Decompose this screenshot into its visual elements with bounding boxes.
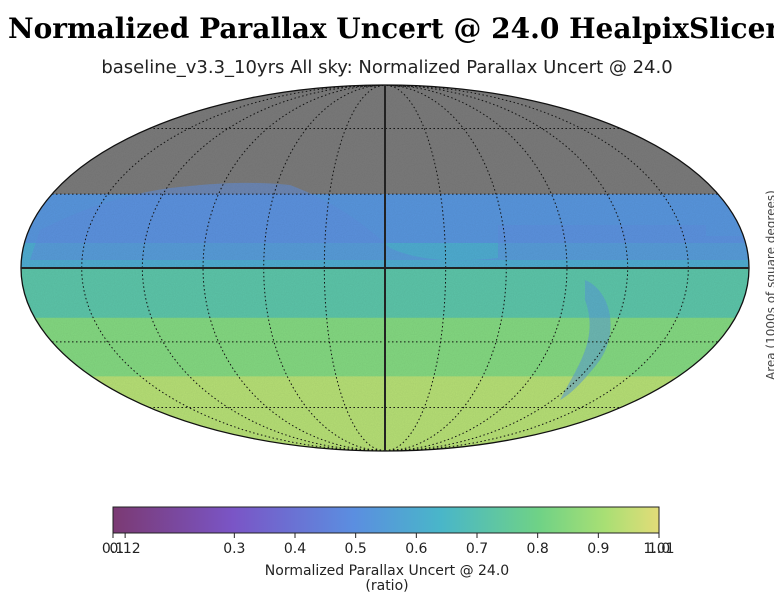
colorbar-tick-label: 0.1 <box>102 541 124 557</box>
plot-title: baseline_v3.3_10yrs All sky: Normalized … <box>101 57 673 78</box>
colorbar-ticks: 0.10.12 0.3 0.4 0.5 0.6 0.7 0.8 0.9 1.01.01 <box>102 533 675 557</box>
page-title: Normalized Parallax Uncert @ 24.0 Healpi… <box>8 12 774 45</box>
meridian-line <box>384 85 629 451</box>
meridian-line <box>141 85 386 451</box>
colorbar-tick-label: 1.0 <box>648 541 670 557</box>
colorbar-tick-label: 0.8 <box>527 541 549 557</box>
colorbar-unit: (ratio) <box>365 578 409 594</box>
colorbar-tick-label: 0.9 <box>587 541 609 557</box>
meridian-line <box>384 85 568 451</box>
colorbar-tick-label: 0.6 <box>405 541 427 557</box>
colorbar <box>112 506 660 534</box>
meridian-line <box>81 85 386 451</box>
colorbar-tick-label: 0.12 <box>110 541 141 557</box>
meridian-line <box>384 85 447 451</box>
side-axis-label: Area (1000s of square degrees) <box>764 190 774 380</box>
meridian-line <box>384 85 689 451</box>
colorbar-label: Normalized Parallax Uncert @ 24.0 <box>264 563 510 579</box>
colorbar-tick-label: 0.4 <box>284 541 306 557</box>
meridian-line <box>202 85 386 451</box>
colorbar-tick-label: 1.01 <box>643 541 674 557</box>
colorbar-tick-label: 0.5 <box>345 541 367 557</box>
colorbar-tick-label: 0.3 <box>223 541 245 557</box>
meridian-line <box>323 85 386 451</box>
colorbar-tick-label: 0.7 <box>466 541 488 557</box>
